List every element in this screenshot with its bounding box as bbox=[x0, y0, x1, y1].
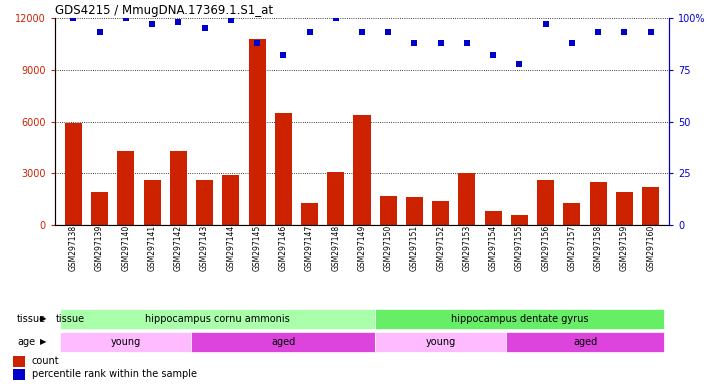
Bar bbox=[222, 175, 239, 225]
Bar bbox=[60, 332, 191, 352]
Bar bbox=[65, 123, 82, 225]
Point bbox=[356, 30, 368, 36]
Point bbox=[278, 52, 289, 58]
Point bbox=[225, 17, 236, 23]
Point bbox=[645, 30, 656, 36]
Bar bbox=[13, 356, 26, 367]
Text: count: count bbox=[31, 356, 59, 366]
Bar bbox=[170, 151, 187, 225]
Bar bbox=[117, 151, 134, 225]
Text: percentile rank within the sample: percentile rank within the sample bbox=[31, 369, 197, 379]
Bar bbox=[590, 182, 607, 225]
Point bbox=[435, 40, 446, 46]
Text: tissue: tissue bbox=[17, 314, 46, 324]
Bar bbox=[511, 215, 528, 225]
Point bbox=[540, 21, 551, 27]
Bar bbox=[563, 203, 580, 225]
Point bbox=[146, 21, 158, 27]
Bar bbox=[327, 172, 344, 225]
Text: age: age bbox=[17, 337, 35, 347]
Bar bbox=[91, 192, 108, 225]
Point bbox=[383, 30, 394, 36]
Point bbox=[593, 30, 604, 36]
Bar bbox=[406, 197, 423, 225]
Point bbox=[619, 30, 630, 36]
Bar bbox=[432, 201, 449, 225]
Bar bbox=[248, 39, 266, 225]
Bar bbox=[375, 309, 664, 329]
Text: aged: aged bbox=[573, 337, 597, 347]
Text: aged: aged bbox=[271, 337, 296, 347]
Bar bbox=[275, 113, 292, 225]
Bar bbox=[380, 196, 397, 225]
Bar bbox=[13, 369, 26, 380]
Point bbox=[120, 15, 131, 21]
Point bbox=[409, 40, 421, 46]
Bar bbox=[642, 187, 659, 225]
Point bbox=[251, 40, 263, 46]
Text: hippocampus cornu ammonis: hippocampus cornu ammonis bbox=[146, 314, 290, 324]
Bar bbox=[191, 332, 375, 352]
Point bbox=[566, 40, 578, 46]
Bar bbox=[485, 211, 502, 225]
Point bbox=[514, 60, 526, 66]
Bar bbox=[301, 203, 318, 225]
Point bbox=[68, 15, 79, 21]
Point bbox=[461, 40, 473, 46]
Point bbox=[199, 25, 211, 31]
Point bbox=[173, 19, 184, 25]
Bar bbox=[506, 332, 664, 352]
Bar bbox=[537, 180, 554, 225]
Bar bbox=[60, 309, 375, 329]
Text: ▶: ▶ bbox=[40, 314, 46, 323]
Point bbox=[330, 15, 341, 21]
Point bbox=[304, 30, 316, 36]
Bar bbox=[196, 180, 213, 225]
Text: young: young bbox=[111, 337, 141, 347]
Text: hippocampus dentate gyrus: hippocampus dentate gyrus bbox=[451, 314, 588, 324]
Bar bbox=[144, 180, 161, 225]
Text: GDS4215 / MmugDNA.17369.1.S1_at: GDS4215 / MmugDNA.17369.1.S1_at bbox=[55, 4, 273, 17]
Text: young: young bbox=[426, 337, 456, 347]
Point bbox=[488, 52, 499, 58]
Point bbox=[94, 30, 106, 36]
Bar bbox=[458, 173, 476, 225]
Bar bbox=[616, 192, 633, 225]
Bar bbox=[353, 114, 371, 225]
Text: ▶: ▶ bbox=[40, 338, 46, 346]
Bar bbox=[375, 332, 506, 352]
Text: tissue: tissue bbox=[56, 314, 85, 324]
